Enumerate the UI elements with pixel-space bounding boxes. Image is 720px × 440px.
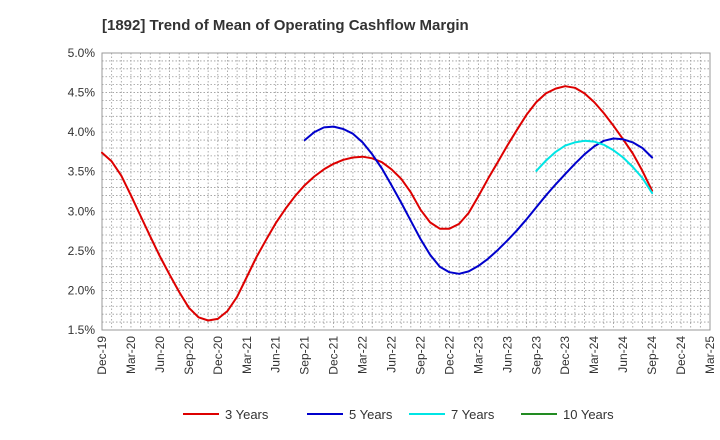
series-lines (101, 85, 654, 322)
x-tick-label: Jun-23 (500, 336, 514, 373)
y-axis-tick-labels: 1.5% 2.0% 2.5% 3.0% 3.5% 4.0% 4.5% 5.0% (68, 46, 96, 337)
x-tick-label: Mar-22 (356, 336, 370, 374)
x-tick-label: Jun-21 (269, 336, 283, 373)
x-tick-label: Jun-24 (616, 336, 630, 373)
chart-title: [1892] Trend of Mean of Operating Cashfl… (102, 17, 469, 34)
y-tick-label: 2.5% (68, 244, 96, 258)
grid-lines (102, 53, 710, 330)
y-tick-label: 4.5% (68, 86, 96, 100)
x-tick-label: Dec-21 (327, 336, 341, 375)
x-tick-label: Mar-20 (124, 336, 138, 374)
x-tick-label: Jun-20 (153, 336, 167, 373)
x-tick-label: Dec-19 (95, 336, 109, 375)
y-tick-label: 3.5% (68, 165, 96, 179)
legend-label: 7 Years (451, 407, 495, 422)
x-tick-label: Jun-22 (385, 336, 399, 373)
y-tick-label: 5.0% (68, 46, 96, 60)
y-tick-label: 2.0% (68, 283, 96, 297)
plot-area (101, 52, 711, 331)
y-tick-label: 4.0% (68, 125, 96, 139)
x-tick-label: Sep-21 (298, 336, 312, 375)
x-tick-label: Dec-23 (558, 336, 572, 375)
x-tick-label: Mar-25 (703, 336, 717, 374)
y-tick-label: 3.0% (68, 204, 96, 218)
series-line-5-years (303, 125, 654, 275)
x-tick-label: Sep-20 (182, 336, 196, 375)
x-tick-label: Dec-20 (211, 336, 225, 375)
x-tick-label: Sep-23 (529, 336, 543, 375)
plot-border (101, 52, 711, 331)
series-line-7-years (535, 139, 654, 195)
x-tick-label: Sep-24 (645, 336, 659, 375)
x-tick-label: Mar-23 (471, 336, 485, 374)
x-tick-label: Dec-22 (442, 336, 456, 375)
y-tick-label: 1.5% (68, 323, 96, 337)
x-tick-label: Mar-21 (240, 336, 254, 374)
legend-label: 3 Years (225, 407, 269, 422)
legend-label: 10 Years (563, 407, 614, 422)
x-tick-label: Dec-24 (674, 336, 688, 375)
legend: 3 Years 5 Years 7 Years 10 Years (183, 407, 614, 422)
x-tick-label: Sep-22 (413, 336, 427, 375)
legend-label: 5 Years (349, 407, 393, 422)
x-axis-tick-labels: Dec-19 Mar-20 Jun-20 Sep-20 Dec-20 Mar-21 Jun-… (95, 336, 717, 375)
x-tick-label: Mar-24 (587, 336, 601, 374)
